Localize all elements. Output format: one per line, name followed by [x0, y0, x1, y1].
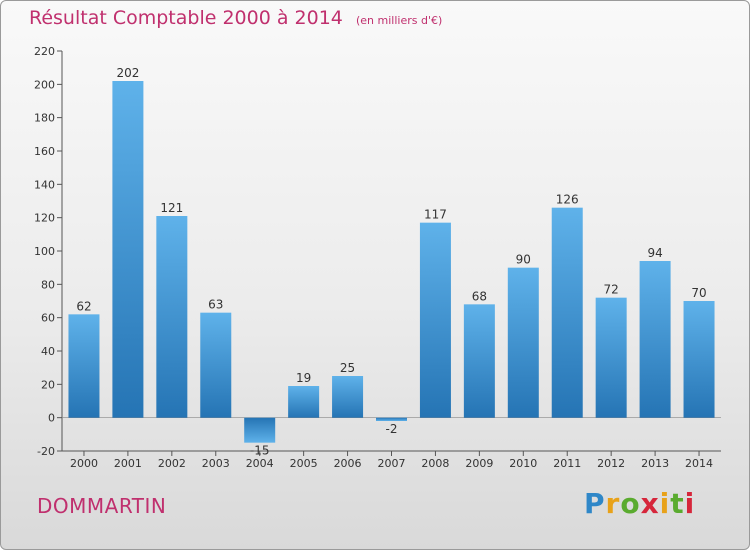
x-tick-label: 2005	[290, 457, 318, 470]
bar-2007	[376, 417, 407, 421]
bar-2006	[332, 376, 364, 418]
x-tick-label: 2007	[378, 457, 406, 470]
logo-letter: i	[659, 487, 671, 520]
logo-letter: P	[584, 487, 606, 520]
title-text: Résultat Comptable 2000 à 2014	[29, 7, 343, 29]
bar-2012	[595, 297, 627, 418]
bar-2001	[112, 81, 144, 418]
proxiti-logo: Proxiti	[584, 487, 695, 520]
y-tick-label: 60	[41, 312, 55, 325]
chart-labels: 62 202 121 63 -15 19 25 -2 117 68 90 126 72 94 70	[76, 66, 706, 458]
chart-bars	[68, 81, 715, 443]
logo-letter: r	[605, 487, 621, 520]
y-tick-label: 200	[34, 78, 55, 91]
commune-name: DOMMARTIN	[37, 494, 167, 518]
data-label-2003: 63	[208, 298, 223, 312]
bar-2008	[419, 222, 451, 418]
y-tick-label: 160	[34, 145, 55, 158]
bar-2014	[683, 301, 715, 418]
bar-2003	[200, 312, 232, 418]
data-label-2007: -2	[386, 422, 398, 436]
data-label-2001: 202	[116, 66, 139, 80]
x-tick-label: 2002	[158, 457, 186, 470]
x-tick-label: 2003	[202, 457, 230, 470]
x-tick-label: 2014	[685, 457, 713, 470]
data-label-2011: 126	[556, 193, 579, 207]
data-label-2008: 117	[424, 208, 447, 222]
y-tick-label: 0	[48, 412, 55, 425]
chart-title: Résultat Comptable 2000 à 2014 (en milli…	[29, 7, 442, 29]
x-tick-label: 2000	[70, 457, 98, 470]
logo-letter: i	[684, 487, 696, 520]
bar-2011	[551, 207, 583, 418]
bar-2005	[288, 386, 320, 418]
x-tick-label: 2010	[509, 457, 537, 470]
y-tick-label: 140	[34, 178, 55, 191]
bar-2002	[156, 216, 188, 418]
y-tick-label: -20	[37, 445, 55, 458]
bar-2010	[507, 267, 539, 418]
logo-letter: t	[670, 487, 685, 520]
y-tick-label: 120	[34, 212, 55, 225]
y-tick-label: 80	[41, 278, 55, 291]
logo-letter: x	[640, 487, 660, 520]
bar-2004	[244, 417, 276, 443]
data-label-2010: 90	[516, 253, 531, 267]
bar-2009	[463, 304, 495, 418]
y-tick-label: 180	[34, 112, 55, 125]
x-tick-label: 2013	[641, 457, 669, 470]
x-tick-label: 2001	[114, 457, 142, 470]
logo-letter: o	[620, 487, 641, 520]
x-tick-label: 2009	[465, 457, 493, 470]
data-label-2009: 68	[472, 289, 487, 303]
data-label-2000: 62	[76, 299, 91, 313]
data-label-2014: 70	[691, 286, 706, 300]
x-tick-label: 2012	[597, 457, 625, 470]
x-tick-label: 2004	[246, 457, 274, 470]
data-label-2004: -15	[250, 444, 270, 458]
y-tick-label: 100	[34, 245, 55, 258]
title-unit: (en milliers d'€)	[355, 14, 443, 27]
bar-2000	[68, 314, 100, 418]
data-label-2006: 25	[340, 361, 355, 375]
bar-2013	[639, 261, 671, 418]
data-label-2002: 121	[160, 201, 183, 215]
data-label-2013: 94	[647, 246, 662, 260]
y-tick-label: 20	[41, 378, 55, 391]
y-tick-label: 220	[34, 45, 55, 58]
x-tick-label: 2008	[421, 457, 449, 470]
data-label-2012: 72	[604, 283, 619, 297]
x-tick-label: 2011	[553, 457, 581, 470]
x-tick-label: 2006	[334, 457, 362, 470]
data-label-2005: 19	[296, 371, 311, 385]
y-tick-label: 40	[41, 345, 55, 358]
